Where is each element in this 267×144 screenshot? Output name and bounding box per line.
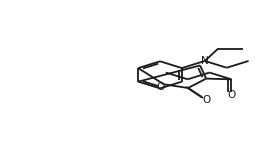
Text: N: N [201, 56, 209, 66]
Text: O: O [156, 82, 164, 92]
Text: O: O [203, 95, 211, 105]
Text: O: O [227, 90, 235, 100]
